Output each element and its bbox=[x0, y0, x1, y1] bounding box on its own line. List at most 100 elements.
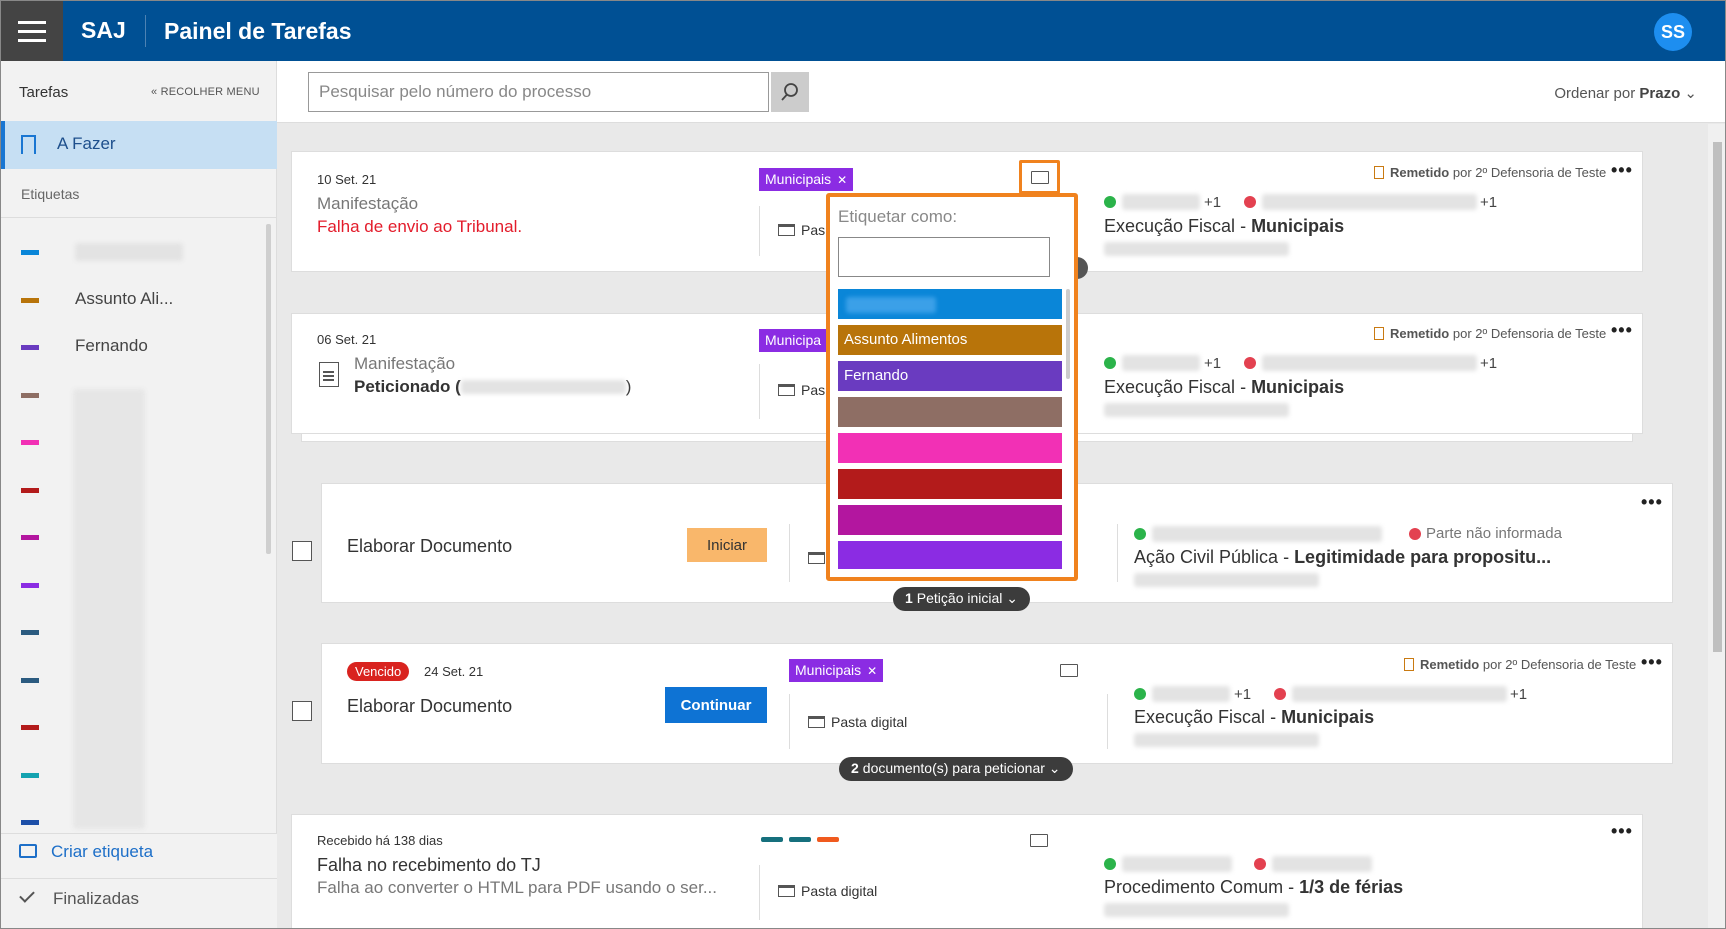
avatar[interactable]: SS bbox=[1654, 13, 1692, 51]
tag-chip[interactable]: Municipais ✕ bbox=[789, 659, 884, 682]
add-tag-icon[interactable] bbox=[1030, 834, 1048, 847]
process-class: Ação Civil Pública bbox=[1134, 547, 1279, 567]
tag-search-input[interactable] bbox=[838, 237, 1050, 277]
process-info[interactable]: Execução Fiscal - Municipais bbox=[1104, 377, 1345, 397]
tag-option[interactable] bbox=[838, 433, 1062, 463]
document-icon bbox=[1374, 166, 1384, 179]
digital-folder-link[interactable]: Pasta digital bbox=[808, 714, 907, 730]
tag-option[interactable]: Fernando bbox=[838, 361, 1062, 391]
tag-option[interactable] bbox=[838, 505, 1062, 535]
tag-color bbox=[21, 250, 39, 255]
tag-item[interactable] bbox=[21, 669, 261, 693]
tag-item[interactable] bbox=[21, 716, 261, 740]
chevron-down-icon: ⌄ bbox=[1048, 760, 1061, 776]
forwarded-info: Remetido por 2º Defensoria de Teste bbox=[1374, 326, 1606, 341]
tag-color bbox=[21, 773, 39, 778]
scrollbar-thumb[interactable] bbox=[1713, 142, 1722, 652]
tag-chip[interactable]: Municipais ✕ bbox=[759, 168, 854, 191]
task-date: 10 Set. 21 bbox=[317, 172, 377, 187]
redacted-text bbox=[1104, 903, 1289, 917]
digital-folder-link[interactable]: Pas bbox=[778, 222, 825, 238]
forwarded-by: por 2º Defensoria de Teste bbox=[1452, 165, 1607, 180]
extra-count[interactable]: +1 bbox=[1510, 686, 1528, 703]
sidebar-item-a-fazer[interactable]: A Fazer bbox=[1, 121, 277, 169]
more-options-icon[interactable]: ••• bbox=[1641, 492, 1663, 512]
add-tag-icon[interactable] bbox=[1031, 171, 1049, 184]
more-options-icon[interactable]: ••• bbox=[1641, 652, 1663, 672]
finished-tasks-button[interactable]: Finalizadas bbox=[19, 887, 139, 909]
menu-icon[interactable] bbox=[1, 1, 63, 61]
folder-label: Pas bbox=[801, 222, 826, 238]
tag-option[interactable] bbox=[838, 541, 1062, 569]
tag-item[interactable] bbox=[21, 526, 261, 550]
process-info[interactable]: Execução Fiscal - Municipais bbox=[1134, 707, 1375, 727]
party-not-informed[interactable]: Parte não informada bbox=[1426, 525, 1562, 542]
redacted-text bbox=[1152, 686, 1230, 702]
plus-icon bbox=[1134, 688, 1146, 700]
extra-count[interactable]: +1 bbox=[1234, 686, 1252, 703]
sidebar-scrollbar[interactable] bbox=[266, 224, 271, 554]
tag-item[interactable] bbox=[21, 241, 261, 265]
collapse-menu-button[interactable]: « RECOLHER MENU bbox=[151, 86, 260, 98]
more-options-icon[interactable]: ••• bbox=[1611, 160, 1633, 180]
folder-icon bbox=[808, 552, 825, 564]
process-info[interactable]: Ação Civil Pública - Legitimidade para p… bbox=[1134, 547, 1552, 567]
extra-count[interactable]: +1 bbox=[1480, 194, 1498, 211]
documents-pill[interactable]: 2 documento(s) para peticionar ⌄ bbox=[839, 757, 1073, 781]
more-options-icon[interactable]: ••• bbox=[1611, 821, 1633, 841]
tag-item[interactable]: Fernando bbox=[21, 336, 261, 360]
order-prefix: Ordenar por bbox=[1554, 85, 1636, 102]
divider bbox=[759, 865, 760, 920]
more-options-icon[interactable]: ••• bbox=[1611, 320, 1633, 340]
tag-chip-label: Municipais bbox=[795, 662, 862, 678]
tag-color bbox=[21, 820, 39, 825]
tag-item[interactable] bbox=[21, 621, 261, 645]
close-icon[interactable]: ✕ bbox=[837, 173, 848, 187]
tag-item[interactable] bbox=[21, 431, 261, 455]
process-info[interactable]: Execução Fiscal - Municipais bbox=[1104, 216, 1345, 236]
digital-folder-link[interactable]: Pas bbox=[778, 382, 825, 398]
tag-item[interactable] bbox=[21, 384, 261, 408]
redacted-text bbox=[1262, 194, 1477, 210]
main-scrollbar[interactable] bbox=[1708, 124, 1725, 928]
order-dropdown[interactable]: Ordenar por Prazo ⌄ bbox=[1554, 84, 1697, 102]
tag-item[interactable]: Assunto Ali... bbox=[21, 289, 261, 313]
redacted-text bbox=[846, 297, 936, 313]
task-checkbox[interactable] bbox=[292, 541, 312, 561]
task-card[interactable]: Recebido há 138 dias Falha no recebiment… bbox=[291, 814, 1643, 928]
continue-button[interactable]: Continuar bbox=[665, 687, 767, 723]
task-checkbox[interactable] bbox=[292, 701, 312, 721]
tag-option[interactable] bbox=[838, 289, 1062, 319]
documents-pill[interactable]: 1 Petição inicial ⌄ bbox=[893, 587, 1031, 611]
tag-option[interactable] bbox=[838, 469, 1062, 499]
popup-scrollbar[interactable] bbox=[1066, 289, 1070, 379]
digital-folder-link[interactable] bbox=[808, 550, 831, 566]
task-card[interactable]: Vencido 24 Set. 21 Elaborar Documento Co… bbox=[321, 643, 1673, 764]
add-tag-icon[interactable] bbox=[1060, 664, 1078, 677]
process-subject: 1/3 de férias bbox=[1299, 877, 1404, 897]
extra-count[interactable]: +1 bbox=[1204, 194, 1222, 211]
start-button[interactable]: Iniciar bbox=[687, 528, 767, 562]
tag-option[interactable]: Assunto Alimentos bbox=[838, 325, 1062, 355]
redacted-text bbox=[1152, 526, 1382, 542]
tag-item[interactable] bbox=[21, 764, 261, 788]
extra-count[interactable]: +1 bbox=[1480, 355, 1498, 372]
top-bar: SAJ Painel de Tarefas SS bbox=[1, 1, 1725, 61]
tag-item[interactable] bbox=[21, 811, 261, 835]
create-tag-button[interactable]: Criar etiqueta bbox=[19, 842, 153, 862]
process-info[interactable]: Procedimento Comum - 1/3 de férias bbox=[1104, 877, 1404, 897]
search-button[interactable] bbox=[771, 72, 809, 112]
extra-count[interactable]: +1 bbox=[1204, 355, 1222, 372]
digital-folder-link[interactable]: Pasta digital bbox=[778, 883, 877, 899]
tag-option[interactable] bbox=[838, 397, 1062, 427]
tag-item[interactable] bbox=[21, 574, 261, 598]
tag-item[interactable] bbox=[21, 479, 261, 503]
close-icon[interactable]: ✕ bbox=[867, 664, 878, 678]
search-input[interactable] bbox=[308, 72, 769, 112]
pill-label: Petição inicial bbox=[916, 590, 1003, 606]
tag-chip[interactable]: Municipa bbox=[759, 329, 828, 352]
add-tag-button-highlight[interactable] bbox=[1019, 160, 1060, 194]
redacted-text bbox=[1104, 403, 1289, 417]
brand-logo[interactable]: SAJ bbox=[81, 17, 126, 43]
